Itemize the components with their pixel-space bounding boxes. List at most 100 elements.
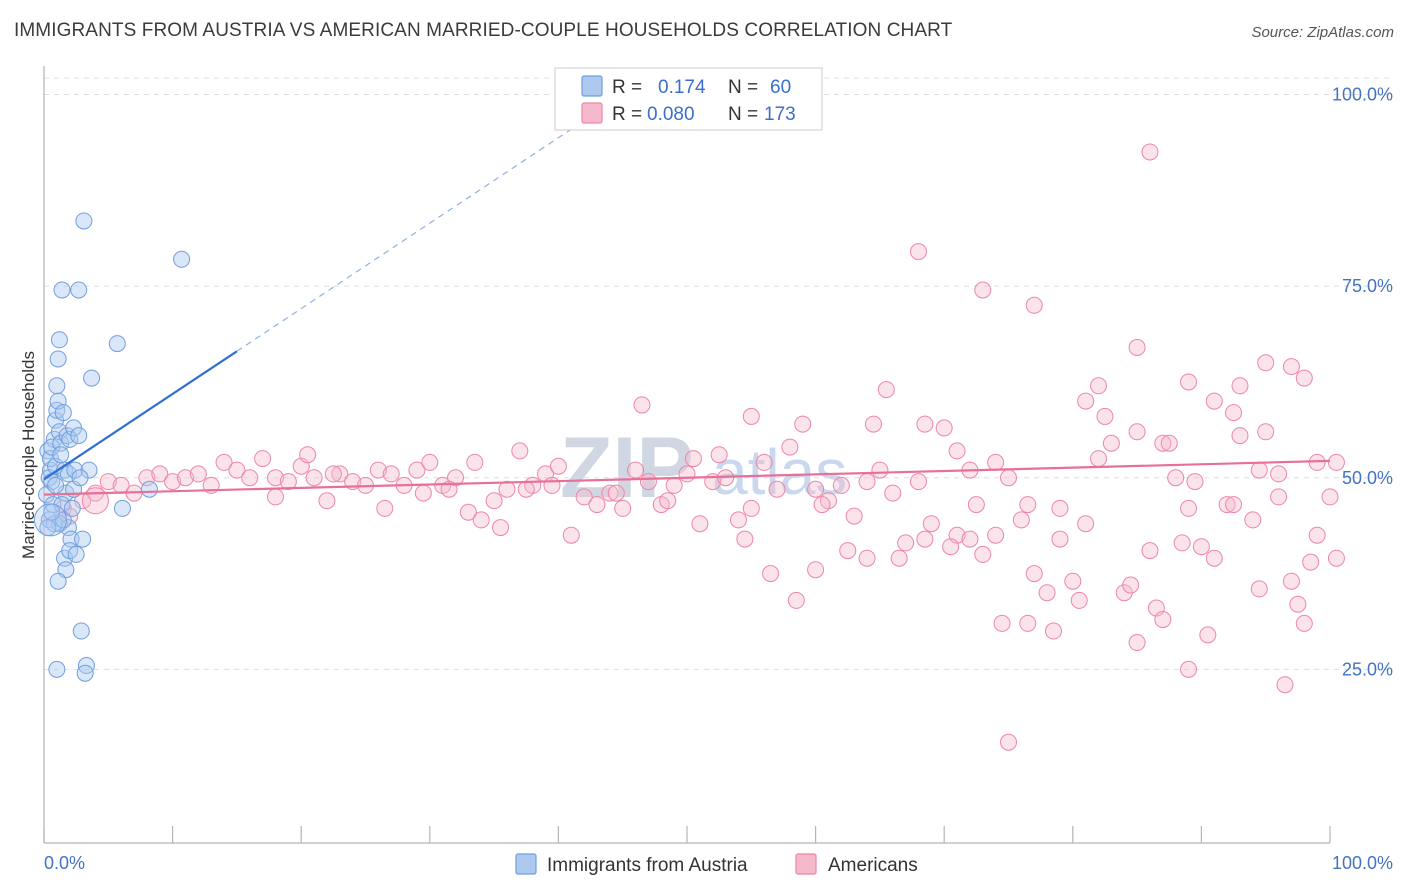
americans-point-134 — [1225, 404, 1243, 422]
americans-point-161 — [1250, 461, 1268, 479]
americans-point-92 — [1231, 427, 1249, 445]
americans-point-152 — [1282, 358, 1300, 376]
americans-point-125 — [993, 614, 1011, 632]
americans-point-9 — [164, 473, 182, 491]
austria-point-58 — [71, 469, 89, 487]
americans-point-68 — [922, 515, 940, 533]
americans-point-50 — [691, 515, 709, 533]
legend-n-value-austria: 60 — [770, 77, 791, 98]
chart-title: IMMIGRANTS FROM AUSTRIA VS AMERICAN MARR… — [14, 20, 953, 41]
americans-point-157 — [1077, 392, 1095, 410]
americans-point-15 — [241, 469, 259, 487]
americans-point-72 — [974, 545, 992, 563]
americans-point-143 — [1019, 496, 1037, 514]
americans-point-61 — [832, 476, 850, 494]
y-tick-label-1: 50.0% — [1342, 468, 1393, 488]
americans-point-large — [81, 487, 109, 515]
americans-point-35 — [498, 480, 516, 498]
austria-point-50 — [140, 480, 158, 498]
austria-point-31 — [83, 369, 101, 387]
austria-point-28 — [70, 281, 88, 299]
americans-point-87 — [1167, 469, 1185, 487]
americans-point-48 — [665, 476, 683, 494]
americans-point-94 — [1257, 423, 1275, 441]
americans-point-69 — [935, 419, 953, 437]
americans-point-82 — [1102, 434, 1120, 452]
legend-bottom-swatch-austria — [515, 853, 537, 875]
y-axis-label: Married-couple Households — [19, 351, 38, 559]
americans-point-10 — [176, 469, 194, 487]
americans-point-56 — [768, 480, 786, 498]
americans-point-108 — [517, 480, 535, 498]
austria-point-39 — [74, 530, 92, 548]
americans-trend-line — [43, 459, 1331, 496]
americans-point-140 — [916, 415, 934, 433]
americans-point-170 — [961, 530, 979, 548]
y-tick-label-2: 75.0% — [1342, 276, 1393, 296]
americans-point-133 — [1199, 626, 1217, 644]
americans-point-164 — [1270, 488, 1288, 506]
americans-point-21 — [318, 492, 336, 510]
americans-point-28 — [408, 461, 426, 479]
americans-point-98 — [1308, 526, 1326, 544]
americans-point-93 — [1244, 511, 1262, 529]
americans-point-102 — [324, 465, 342, 483]
austria-point-24 — [48, 377, 66, 395]
americans-point-149 — [1205, 392, 1223, 410]
americans-point-25 — [369, 461, 387, 479]
trend-lines — [43, 111, 1331, 496]
americans-point-142 — [987, 453, 1005, 471]
americans-point-65 — [884, 484, 902, 502]
americans-point-123 — [942, 538, 960, 556]
americans-point-148 — [1180, 373, 1198, 391]
legend-stats: R = 0.174 N = 60 R = 0.080 N = 173 — [554, 67, 823, 131]
americans-point-127 — [1045, 622, 1063, 640]
austria-point-47 — [76, 664, 94, 682]
americans-point-8 — [151, 465, 169, 483]
americans-point-107 — [492, 519, 510, 537]
americans-point-132 — [1173, 534, 1191, 552]
americans-point-79 — [1064, 572, 1082, 590]
watermark-zip: ZIP — [560, 420, 694, 516]
americans-point-169 — [1141, 143, 1159, 161]
austria-trend-extension — [236, 111, 598, 352]
americans-point-135 — [1250, 580, 1268, 598]
legend-r-label-austria: R = — [612, 77, 642, 98]
americans-point-145 — [1090, 450, 1108, 468]
americans-point-100 — [266, 488, 284, 506]
austria-point-large — [33, 503, 67, 537]
americans-point-156 — [1025, 296, 1043, 314]
austria-point-14 — [54, 404, 72, 422]
americans-point-11 — [189, 465, 207, 483]
austria-point-44 — [49, 572, 67, 590]
austria-point-59 — [52, 446, 70, 464]
americans-point-162 — [1295, 369, 1313, 387]
y-tick-labels: 25.0% 50.0% 75.0% 100.0% — [1332, 85, 1393, 680]
americans-point-4 — [99, 473, 117, 491]
legend-series: Immigrants from Austria Americans — [515, 853, 918, 876]
americans-point-20 — [305, 469, 323, 487]
americans-point-66 — [897, 534, 915, 552]
data-points — [33, 143, 1345, 751]
americans-point-144 — [1051, 499, 1069, 517]
americans-point-151 — [1257, 354, 1275, 372]
americans-point-90 — [1205, 549, 1223, 567]
americans-point-121 — [890, 549, 908, 567]
americans-point-115 — [736, 530, 754, 548]
americans-point-32 — [459, 503, 477, 521]
legend-swatch-austria — [581, 75, 603, 97]
americans-point-95 — [1270, 465, 1288, 483]
americans-point-63 — [858, 473, 876, 491]
austria-point-43 — [67, 545, 85, 563]
legend-n-value-americans: 173 — [764, 104, 796, 125]
legend-r-label-americans: R = — [612, 104, 642, 125]
watermark-atlas: atlas — [712, 436, 847, 508]
americans-point-129 — [1096, 407, 1114, 425]
americans-point-42 — [588, 496, 606, 514]
americans-point-36 — [511, 442, 529, 460]
americans-point-105 — [440, 480, 458, 498]
americans-point-22 — [331, 465, 349, 483]
legend-swatch-americans — [581, 102, 603, 124]
americans-point-58 — [794, 415, 812, 433]
americans-point-89 — [1192, 538, 1210, 556]
